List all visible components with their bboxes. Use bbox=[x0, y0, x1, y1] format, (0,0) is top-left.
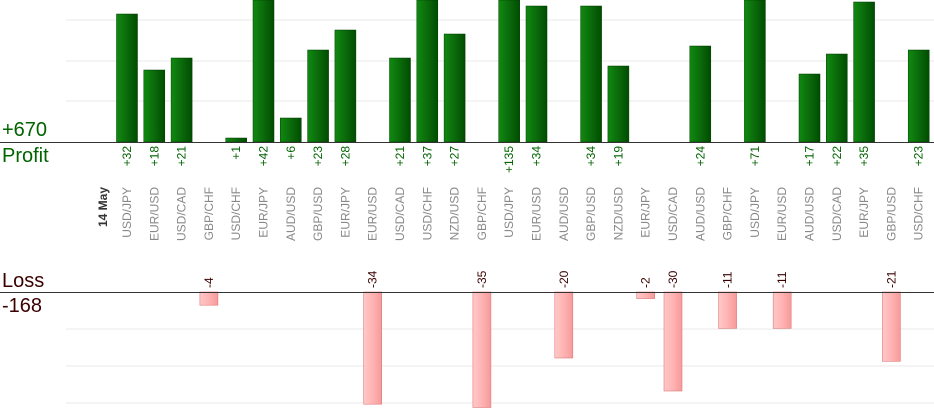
profit-bar bbox=[826, 53, 848, 143]
pair-label: EUR/USD bbox=[366, 187, 380, 241]
profit-bar bbox=[798, 73, 821, 143]
profit-bar bbox=[252, 0, 275, 143]
profit-bar bbox=[334, 29, 357, 143]
pair-label: EUR/USD bbox=[147, 187, 161, 241]
pair-label: GBP/CHF bbox=[202, 187, 216, 240]
date-label: 14 May bbox=[96, 187, 110, 227]
pair-label: USD/CHF bbox=[229, 187, 243, 240]
profit-bar bbox=[853, 1, 875, 143]
profit-value-label: +19 bbox=[611, 146, 625, 167]
profit-value-label: +27 bbox=[448, 146, 462, 167]
loss-total: -168 bbox=[2, 295, 43, 317]
loss-bar bbox=[882, 291, 901, 362]
profit-value-label: +32 bbox=[120, 146, 134, 167]
profit-bar bbox=[307, 49, 329, 143]
loss-bar bbox=[772, 291, 792, 329]
profit-bar bbox=[580, 5, 602, 143]
pair-label: EUR/JPY bbox=[338, 187, 352, 238]
profit-value-label: +34 bbox=[584, 146, 598, 167]
profit-value-label: +28 bbox=[338, 146, 352, 167]
profit-value-label: +135 bbox=[502, 146, 516, 173]
pair-label: USD/CHF bbox=[912, 187, 926, 240]
profit-bar bbox=[143, 69, 166, 143]
pair-label: USD/JPY bbox=[748, 187, 762, 238]
profit-value-label: +6 bbox=[284, 146, 298, 160]
profit-bar bbox=[525, 5, 548, 143]
loss-bar bbox=[663, 291, 683, 392]
pair-label: NZD/USD bbox=[448, 187, 462, 241]
profit-bar bbox=[907, 49, 930, 143]
pair-label: USD/CHF bbox=[420, 187, 434, 240]
profit-value-label: +24 bbox=[693, 146, 707, 167]
profit-value-label: +22 bbox=[830, 146, 844, 167]
pair-label: EUR/USD bbox=[530, 187, 544, 241]
pair-label: GBP/USD bbox=[584, 187, 598, 241]
pair-label: USD/CAD bbox=[666, 187, 680, 241]
profit-label: Profit bbox=[2, 145, 49, 167]
profit-value-label: +37 bbox=[420, 146, 434, 167]
profit-value-label: +71 bbox=[748, 146, 762, 167]
pair-label: GBP/USD bbox=[311, 187, 325, 241]
profit-value-label: +23 bbox=[311, 146, 325, 167]
profit-value-label: +21 bbox=[393, 146, 407, 167]
loss-value-label: -34 bbox=[366, 270, 380, 288]
profit-value-label: +21 bbox=[175, 146, 189, 167]
pair-label: USD/JPY bbox=[120, 187, 134, 238]
loss-bar bbox=[472, 291, 492, 408]
loss-bar bbox=[199, 291, 219, 306]
pair-label: EUR/JPY bbox=[857, 187, 871, 238]
profit-bar bbox=[170, 57, 193, 143]
profit-total: +670 bbox=[2, 119, 48, 141]
profit-bar bbox=[443, 33, 466, 143]
pair-label: USD/JPY bbox=[502, 187, 516, 238]
profit-value-label: +17 bbox=[803, 146, 817, 167]
pair-label: GBP/CHF bbox=[721, 187, 735, 240]
pair-label: GBP/USD bbox=[884, 187, 898, 241]
profit-bar bbox=[116, 13, 138, 143]
profit-value-label: +34 bbox=[530, 146, 544, 167]
pair-label: USD/CAD bbox=[830, 187, 844, 241]
pair-label: GBP/CHF bbox=[475, 187, 489, 240]
profit-bar bbox=[225, 137, 247, 143]
loss-value-label: -20 bbox=[557, 270, 571, 288]
loss-value-label: -21 bbox=[884, 270, 898, 288]
profit-bar bbox=[607, 65, 630, 143]
loss-value-label: -4 bbox=[202, 277, 216, 288]
pair-label: NZD/USD bbox=[611, 187, 625, 241]
loss-value-label: -30 bbox=[666, 270, 680, 288]
profit-bar bbox=[416, 0, 439, 143]
profit-value-label: +18 bbox=[147, 146, 161, 167]
pair-label: USD/CAD bbox=[175, 187, 189, 241]
loss-value-label: -2 bbox=[639, 277, 653, 288]
profit-value-label: +35 bbox=[857, 146, 871, 167]
loss-value-label: -11 bbox=[721, 271, 735, 288]
loss-label: Loss bbox=[2, 270, 45, 292]
pair-label: EUR/JPY bbox=[639, 187, 653, 238]
pair-label: AUD/USD bbox=[557, 187, 571, 241]
pair-label: AUD/USD bbox=[693, 187, 707, 241]
pair-label: AUD/USD bbox=[284, 187, 298, 241]
profit-bar bbox=[498, 0, 520, 143]
loss-bar bbox=[718, 291, 737, 329]
loss-value-label: -11 bbox=[775, 271, 789, 288]
profit-bar bbox=[689, 45, 712, 143]
loss-bar bbox=[554, 291, 574, 359]
profit-bar bbox=[280, 117, 302, 143]
profit-value-label: +42 bbox=[257, 146, 271, 167]
loss-bar bbox=[363, 291, 383, 405]
profit-bar bbox=[389, 57, 411, 143]
profit-bar bbox=[744, 0, 766, 143]
pair-label: EUR/JPY bbox=[257, 187, 271, 238]
profit-value-label: +1 bbox=[229, 146, 243, 160]
loss-value-label: -35 bbox=[475, 270, 489, 288]
pair-label: USD/CAD bbox=[393, 187, 407, 241]
pair-label: AUD/USD bbox=[803, 187, 817, 241]
profit-value-label: +23 bbox=[912, 146, 926, 167]
pair-label: EUR/USD bbox=[775, 187, 789, 241]
